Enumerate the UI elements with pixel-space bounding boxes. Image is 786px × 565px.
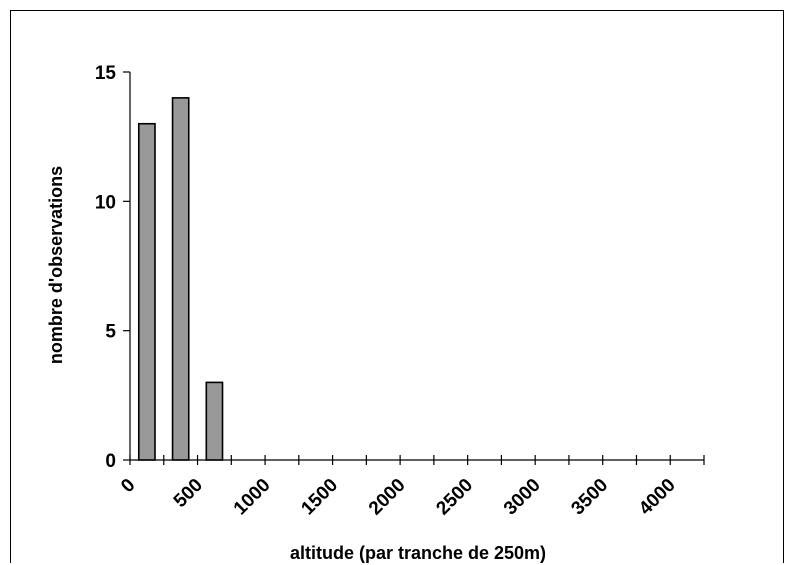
x-tick-label: 1000	[230, 475, 275, 520]
x-tick-label: 1500	[297, 475, 342, 520]
bar	[137, 122, 156, 461]
y-tick-label: 0	[105, 451, 116, 472]
x-axis-title: altitude (par tranche de 250m)	[290, 543, 546, 563]
y-tick-label: 5	[105, 322, 116, 343]
y-tick-label: 15	[95, 63, 117, 84]
x-tick-label: 2000	[365, 475, 410, 520]
y-axis: 0 5 10 15	[95, 63, 131, 472]
bar	[205, 381, 224, 461]
y-tick-label: 10	[95, 192, 116, 213]
x-tick-label: 3500	[567, 475, 612, 520]
chart-frame	[10, 10, 784, 563]
bars	[137, 97, 224, 461]
x-tick-label: 4000	[635, 475, 680, 520]
x-tick-label: 0	[117, 475, 139, 497]
x-tick-label: 2500	[432, 475, 477, 520]
x-tick-label: 500	[170, 475, 207, 512]
y-axis-title: nombre d'observations	[46, 166, 66, 364]
x-tick-label: 3000	[500, 475, 545, 520]
x-axis: 0 500 1000 1500 2000 2500 3000 3500 4000	[117, 455, 705, 520]
bar	[171, 97, 190, 461]
